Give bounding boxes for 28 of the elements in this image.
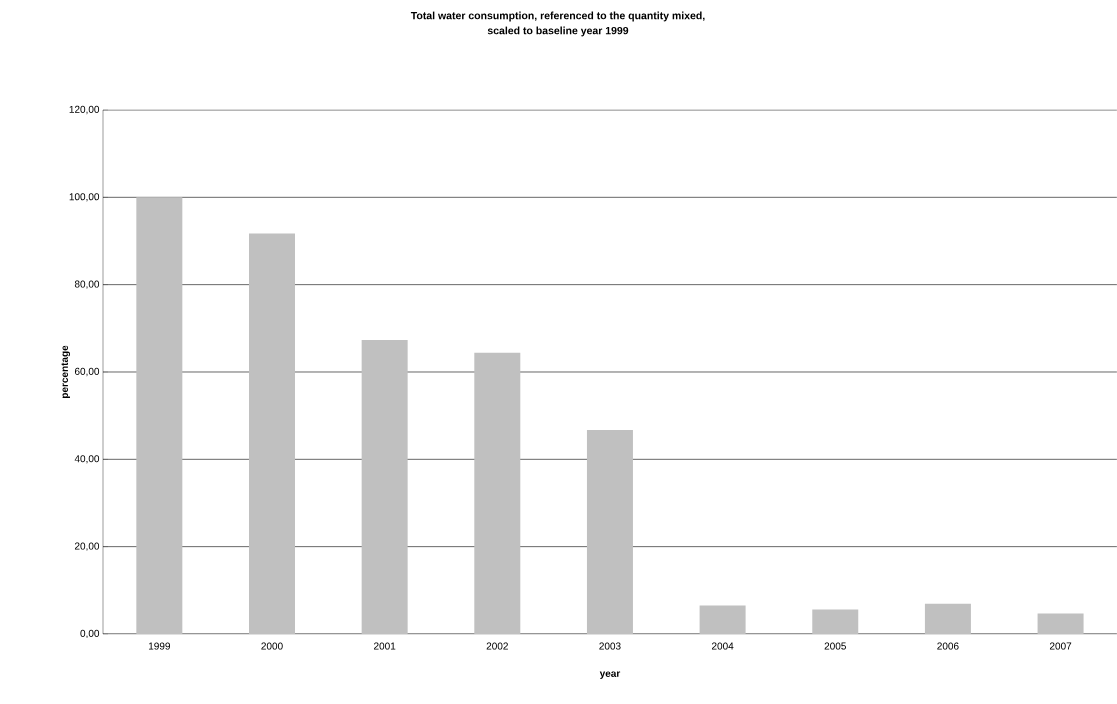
y-tick-label: 80,00 bbox=[74, 280, 100, 289]
y-tick-label: 20,00 bbox=[74, 542, 100, 551]
x-tick-label: 2000 bbox=[261, 642, 283, 650]
x-axis-title: year bbox=[599, 671, 621, 679]
bar bbox=[361, 340, 408, 634]
x-tick-label: 2007 bbox=[1049, 642, 1072, 650]
y-tick-label: 40,00 bbox=[74, 455, 100, 464]
y-tick-label: 0,00 bbox=[80, 629, 100, 639]
x-tick-label: 2003 bbox=[599, 642, 621, 650]
bar bbox=[136, 197, 183, 634]
bar bbox=[474, 352, 521, 634]
bar bbox=[586, 430, 633, 634]
y-tick-label: 100,00 bbox=[69, 193, 100, 202]
x-tick-label: 2005 bbox=[824, 642, 846, 650]
bar bbox=[812, 609, 859, 634]
bar bbox=[924, 603, 971, 634]
x-tick-label: 1999 bbox=[148, 642, 170, 650]
bar bbox=[1037, 613, 1084, 634]
bar bbox=[699, 605, 746, 634]
x-tick-label: 2006 bbox=[937, 642, 959, 650]
y-tick-label: 120,00 bbox=[69, 105, 100, 115]
x-tick-label: 2002 bbox=[486, 642, 508, 650]
x-tick-label: 2004 bbox=[711, 642, 734, 650]
y-axis-title: percentage bbox=[61, 345, 71, 399]
x-tick-label: 2001 bbox=[374, 642, 396, 650]
chart-title: Total water consumption, referenced to the quantity mixed, scaled to baseline year 1999 bbox=[410, 11, 705, 37]
bar bbox=[248, 233, 295, 634]
y-tick-label: 60,00 bbox=[74, 367, 100, 377]
